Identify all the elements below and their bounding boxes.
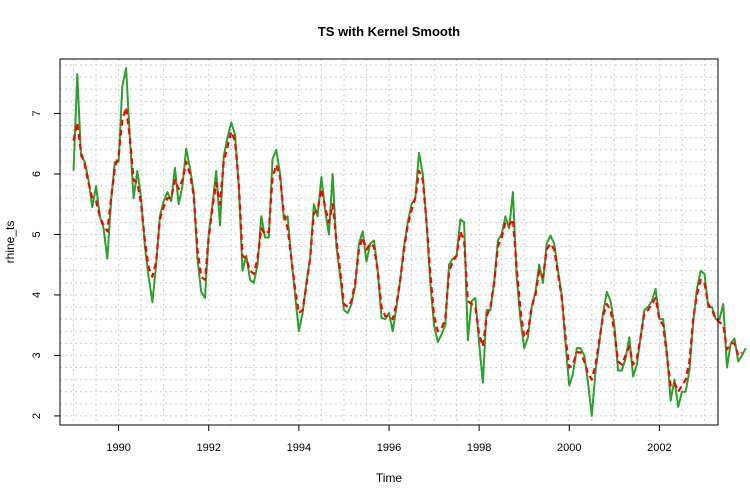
x-tick-label: 2000: [557, 442, 581, 454]
chart-title: TS with Kernel Smooth: [318, 24, 460, 39]
y-axis: 2 3 4 5 6 7: [31, 110, 61, 419]
x-tick-label: 1996: [377, 442, 401, 454]
y-axis-label: rhine_ts: [3, 221, 17, 264]
x-axis: 1990 1992 1994 1996 1998 2000 2002: [106, 424, 672, 454]
x-tick-label: 1990: [106, 442, 130, 454]
y-tick-label: 4: [31, 292, 43, 298]
y-tick-label: 2: [31, 413, 43, 419]
x-tick-label: 1992: [196, 442, 220, 454]
series-layer: [72, 67, 747, 417]
series-line-smooth: [72, 106, 743, 393]
x-axis-label: Time: [376, 471, 403, 485]
x-tick-label: 1994: [287, 442, 311, 454]
y-tick-label: 6: [31, 171, 43, 177]
x-tick-label: 2002: [647, 442, 671, 454]
grid-lines: [60, 59, 718, 425]
x-tick-label: 1998: [467, 442, 491, 454]
y-tick-label: 7: [31, 110, 43, 116]
y-tick-label: 5: [31, 231, 43, 237]
series-line-observed: [72, 67, 747, 417]
y-tick-label: 3: [31, 352, 43, 358]
